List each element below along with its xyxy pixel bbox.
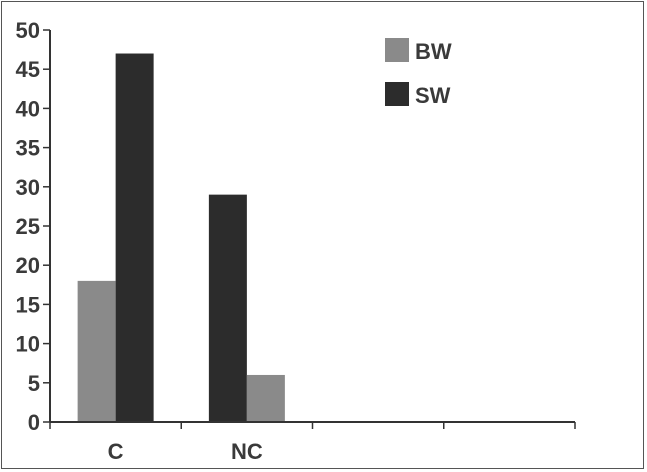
bars-group <box>77 53 285 423</box>
legend-label-bw: BW <box>415 39 452 64</box>
legend: BW SW <box>385 38 452 108</box>
y-tick-label: 15 <box>16 292 40 317</box>
y-tick-label: 45 <box>16 57 40 82</box>
y-tick-label: 30 <box>16 175 40 200</box>
legend-label-sw: SW <box>415 83 451 108</box>
legend-swatch-sw <box>385 82 409 106</box>
bar-sw-nc <box>208 194 247 422</box>
x-category-label: C <box>108 439 124 464</box>
x-category-label: NC <box>231 439 263 464</box>
y-tick-label: 5 <box>28 371 40 396</box>
y-tick-label: 25 <box>16 214 40 239</box>
legend-swatch-bw <box>385 38 409 62</box>
y-tick-label: 35 <box>16 136 40 161</box>
bar-sw-c <box>115 53 154 423</box>
bar-bw-c <box>77 280 116 422</box>
y-ticks-group: 0 5 10 15 20 25 30 35 40 45 50 <box>16 18 50 435</box>
y-tick-label: 20 <box>16 253 40 278</box>
y-tick-label: 50 <box>16 18 40 43</box>
y-tick-label: 0 <box>28 410 40 435</box>
bar-bw-nc <box>246 374 285 422</box>
x-labels-group: C NC <box>108 439 263 464</box>
y-tick-label: 10 <box>16 332 40 357</box>
y-tick-label: 40 <box>16 96 40 121</box>
